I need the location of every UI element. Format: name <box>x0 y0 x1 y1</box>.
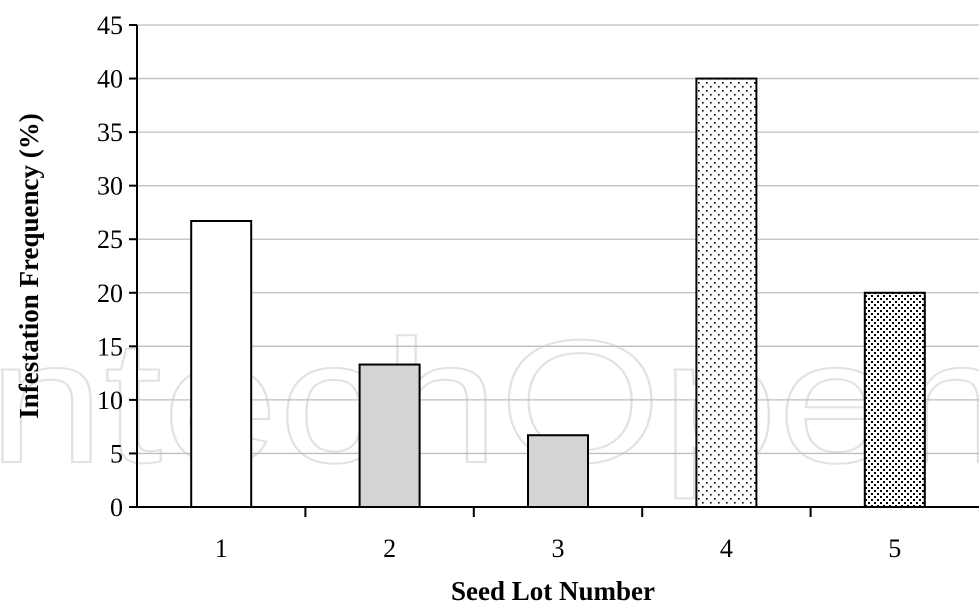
bar-seed-lot-5 <box>863 291 926 508</box>
y-tick-label-15: 15 <box>97 332 123 361</box>
x-tick-label-5: 5 <box>888 534 901 563</box>
y-tick-label-30: 30 <box>97 172 123 201</box>
y-tick-label-20: 20 <box>97 279 123 308</box>
y-tick-label-5: 5 <box>110 439 123 468</box>
x-tick-label-3: 3 <box>552 534 565 563</box>
y-tick-labels: 0 5 10 15 20 25 30 35 40 45 <box>97 11 123 522</box>
gridlines <box>137 24 979 455</box>
x-tick-label-1: 1 <box>215 534 228 563</box>
bar-seed-lot-1 <box>190 220 253 508</box>
axes <box>129 24 979 517</box>
y-axis-title: Infestation Frequency (%) <box>14 113 44 418</box>
y-tick-label-45: 45 <box>97 11 123 40</box>
x-axis-title: Seed Lot Number <box>451 576 655 606</box>
bar-seed-lot-2 <box>358 363 421 509</box>
x-tick-labels: 1 2 3 4 5 <box>215 534 902 563</box>
y-tick-label-25: 25 <box>97 225 123 254</box>
bar-seed-lot-3 <box>527 434 589 509</box>
y-tick-label-35: 35 <box>97 118 123 147</box>
watermark-text: IntechOpen <box>0 305 979 500</box>
bars-group <box>190 77 926 509</box>
y-tick-label-0: 0 <box>110 493 123 522</box>
bar-seed-lot-4 <box>695 77 758 509</box>
x-tick-label-2: 2 <box>383 534 396 563</box>
y-tick-label-10: 10 <box>97 386 123 415</box>
y-tick-label-40: 40 <box>97 65 123 94</box>
x-tick-label-4: 4 <box>720 534 733 563</box>
